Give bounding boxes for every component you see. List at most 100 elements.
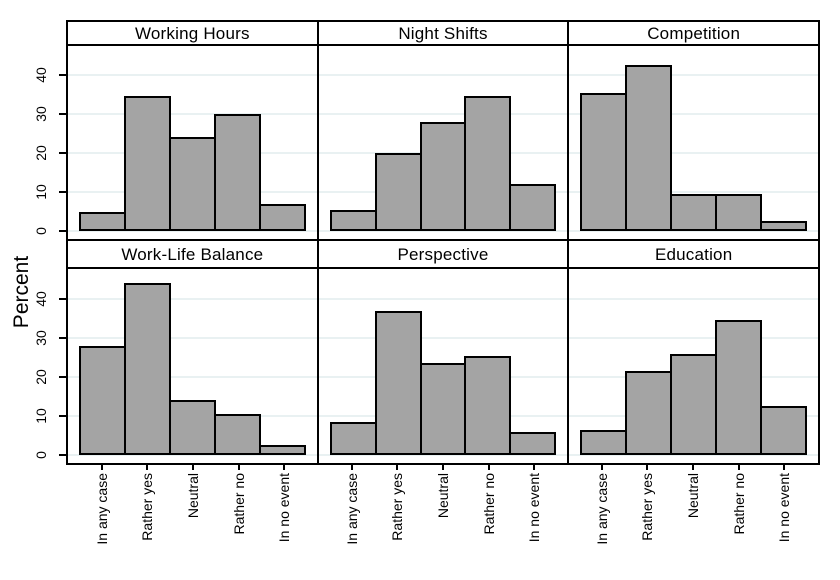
y-gridline <box>68 337 317 339</box>
x-category: Rather yes <box>625 465 671 567</box>
bar <box>580 92 628 231</box>
y-gridline <box>569 74 818 76</box>
bar-group <box>580 46 808 231</box>
x-tick-label: Rather yes <box>139 473 156 541</box>
x-axis-panel-group: In any case Rather yes Neutral Rather no In … <box>68 465 318 567</box>
x-tick <box>691 465 694 470</box>
x-tick <box>396 465 399 470</box>
bar <box>374 153 422 231</box>
bar <box>715 193 763 231</box>
x-tick <box>600 465 603 470</box>
y-gridline <box>569 230 818 232</box>
x-tick-label: Rather yes <box>639 473 656 541</box>
bar <box>329 421 377 455</box>
bar <box>760 406 808 455</box>
x-category: Rather no <box>216 465 262 567</box>
x-tick-label: Rather no <box>730 473 747 535</box>
bar <box>213 414 261 455</box>
y-axis-title: Percent <box>10 255 33 329</box>
bar <box>625 371 673 455</box>
panel-title: Competition <box>569 22 818 44</box>
y-tick <box>59 152 68 154</box>
y-tick-label: 40 <box>33 291 49 307</box>
x-category: Rather no <box>716 465 762 567</box>
y-tick <box>59 113 68 115</box>
y-gridline <box>569 191 818 193</box>
y-gridline <box>569 152 818 154</box>
y-tick <box>59 298 68 300</box>
y-tick-label: 0 <box>33 451 49 459</box>
y-tick-label: 20 <box>33 369 49 385</box>
x-axis-panel-group: In any case Rather yes Neutral Rather no In … <box>568 465 818 567</box>
x-category: In no event <box>511 465 557 567</box>
bar <box>509 184 557 231</box>
bar <box>374 310 422 455</box>
x-tick-label: Rather yes <box>389 473 406 541</box>
x-tick <box>441 465 444 470</box>
y-gridline <box>68 230 317 232</box>
y-tick <box>59 454 68 456</box>
bar <box>509 431 557 455</box>
x-tick <box>487 465 490 470</box>
y-tick <box>59 191 68 193</box>
bar <box>329 209 377 231</box>
y-tick-label: 40 <box>33 67 49 83</box>
y-tick-label: 10 <box>33 184 49 200</box>
bar <box>168 137 216 231</box>
y-gridline <box>68 454 317 456</box>
panel-grid: Working Hours Night Shifts Competition 0 10 2… <box>33 20 820 465</box>
x-category: Rather no <box>466 465 512 567</box>
x-tick <box>783 465 786 470</box>
bar <box>79 345 126 455</box>
bar <box>464 355 512 455</box>
panel-title: Working Hours <box>68 22 317 44</box>
bar <box>625 65 673 231</box>
bar-group <box>329 269 557 455</box>
y-gridline <box>318 113 568 115</box>
y-gridline <box>318 337 568 339</box>
x-tick <box>237 465 240 470</box>
bar <box>464 96 512 231</box>
y-tick-label: 10 <box>33 408 49 424</box>
x-tick <box>146 465 149 470</box>
x-tick-label: Neutral <box>184 473 201 519</box>
x-category: In no event <box>261 465 307 567</box>
bar <box>168 400 216 455</box>
x-category: Neutral <box>420 465 466 567</box>
x-category: In any case <box>79 465 125 567</box>
bar-group <box>79 46 306 231</box>
y-tick <box>59 337 68 339</box>
bar <box>258 445 306 455</box>
x-tick <box>283 465 286 470</box>
y-gridline <box>68 376 317 378</box>
x-tick <box>737 465 740 470</box>
plot-area <box>318 269 568 463</box>
bar <box>419 363 467 455</box>
bar <box>79 211 126 231</box>
bar <box>760 221 808 231</box>
plot-area: 0 10 20 30 40 <box>33 46 317 239</box>
y-gridline <box>318 74 568 76</box>
bar-group <box>580 269 808 455</box>
bar <box>670 353 718 455</box>
x-category: In any case <box>329 465 375 567</box>
x-category: In no event <box>761 465 807 567</box>
x-tick-label: In no event <box>526 473 543 543</box>
bar-group <box>329 46 557 231</box>
x-tick <box>646 465 649 470</box>
x-tick <box>191 465 194 470</box>
y-gridline <box>318 298 568 300</box>
y-gridline <box>569 113 818 115</box>
y-gridline <box>569 454 818 456</box>
x-category: Neutral <box>670 465 716 567</box>
y-gridline <box>68 74 317 76</box>
x-category: Neutral <box>170 465 216 567</box>
panel-title: Work-Life Balance <box>68 241 317 267</box>
y-gridline <box>569 337 818 339</box>
bar <box>123 283 171 455</box>
x-tick <box>100 465 103 470</box>
plot-area <box>318 46 568 239</box>
x-tick-label: Neutral <box>434 473 451 519</box>
panel-title: Night Shifts <box>318 22 568 44</box>
